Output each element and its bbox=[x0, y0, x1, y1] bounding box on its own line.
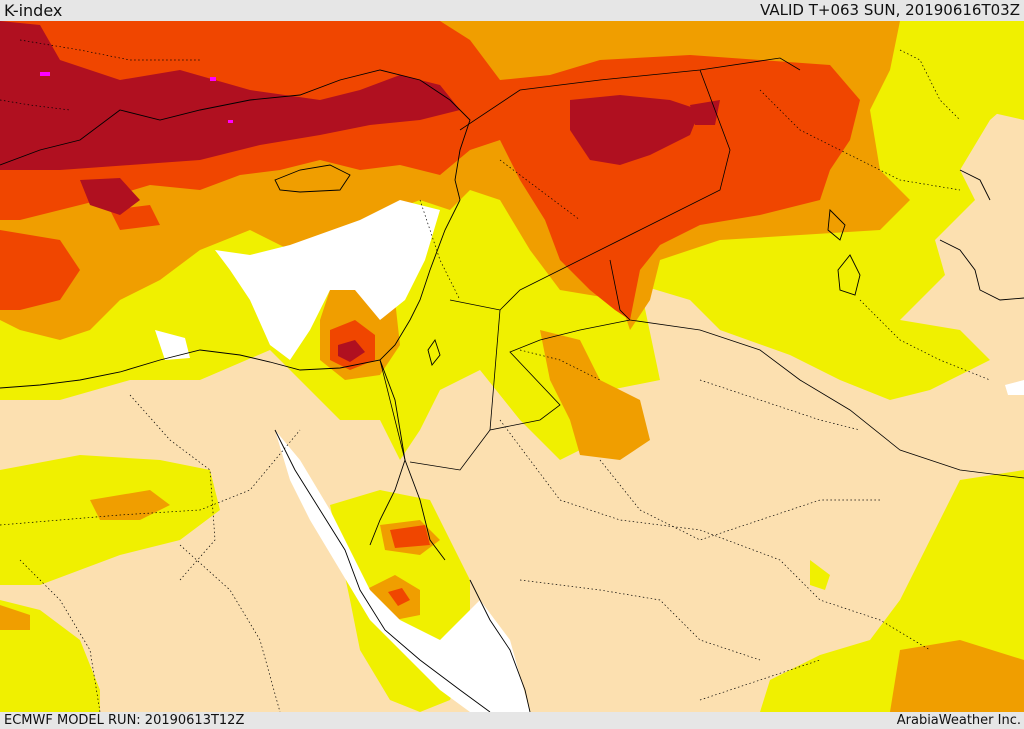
peak-markers bbox=[40, 72, 233, 123]
admin-boundaries bbox=[0, 39, 991, 712]
product-title: K-index bbox=[4, 1, 63, 20]
contour-level-5 bbox=[0, 21, 720, 362]
country-borders bbox=[379, 57, 1024, 479]
k-index-map[interactable] bbox=[0, 21, 1024, 712]
valid-time: VALID T+063 SUN, 20190616T03Z bbox=[760, 1, 1020, 19]
white-areas bbox=[155, 200, 1024, 712]
credit-label: ArabiaWeather Inc. bbox=[896, 713, 1021, 728]
model-run-label: ECMWF MODEL RUN: 20190613T12Z bbox=[4, 713, 245, 728]
coastlines bbox=[0, 69, 1024, 712]
header-bar: K-index VALID T+063 SUN, 20190616T03Z bbox=[0, 0, 1024, 21]
footer-bar: ECMWF MODEL RUN: 20190613T12Z ArabiaWeat… bbox=[0, 712, 1024, 729]
